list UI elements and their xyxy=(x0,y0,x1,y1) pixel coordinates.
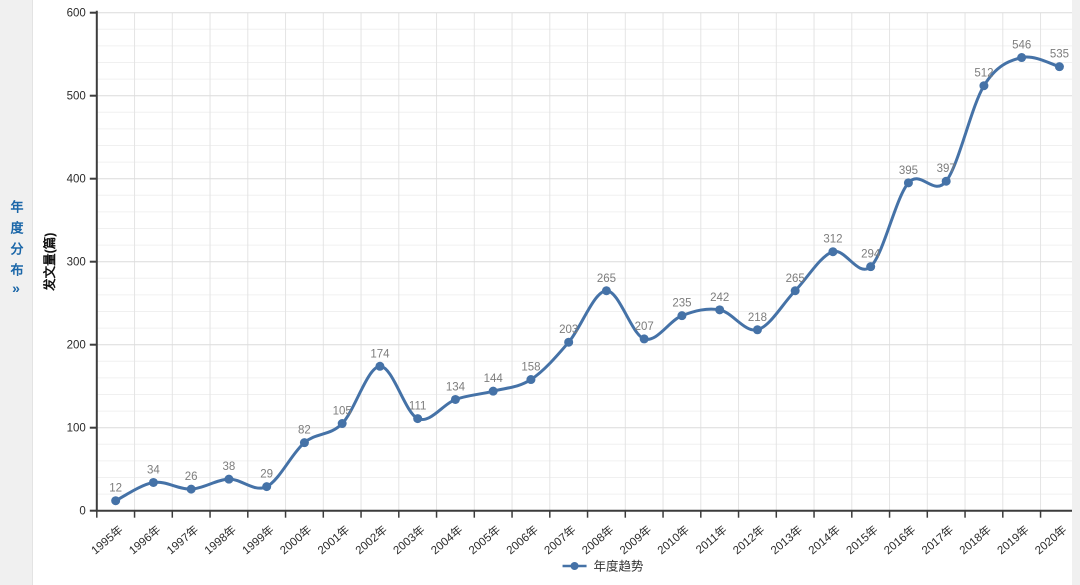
data-point-label: 82 xyxy=(298,425,311,437)
x-tick-label: 2018年 xyxy=(956,523,993,558)
data-point-label: 235 xyxy=(672,298,691,310)
x-tick-label: 2019年 xyxy=(994,523,1031,558)
data-point-label: 294 xyxy=(861,249,881,261)
data-point[interactable] xyxy=(1017,53,1027,63)
data-point-label: 29 xyxy=(260,469,273,481)
x-tick-label: 1995年 xyxy=(88,523,125,558)
data-point-label: 203 xyxy=(559,324,578,336)
x-tick-label: 2008年 xyxy=(579,523,616,558)
data-point-label: 265 xyxy=(786,273,805,285)
x-tick-label: 2013年 xyxy=(768,523,805,558)
data-point-label: 144 xyxy=(484,373,504,385)
legend-item-trend[interactable]: 年度趋势 xyxy=(562,559,645,574)
data-point[interactable] xyxy=(752,325,762,335)
y-tick-label: 200 xyxy=(67,340,86,352)
data-point[interactable] xyxy=(903,178,913,188)
data-point[interactable] xyxy=(979,81,989,91)
y-tick-label: 400 xyxy=(67,174,86,186)
legend-label: 年度趋势 xyxy=(594,559,645,574)
data-point[interactable] xyxy=(186,484,196,494)
data-point[interactable] xyxy=(488,386,498,396)
data-point[interactable] xyxy=(828,247,838,257)
right-rail xyxy=(1072,0,1080,585)
data-point-label: 105 xyxy=(333,406,352,418)
data-point[interactable] xyxy=(413,414,423,424)
x-tick-label: 2006年 xyxy=(503,523,540,558)
data-point-label: 395 xyxy=(899,165,918,177)
data-point[interactable] xyxy=(677,311,687,321)
legend-marker-icon xyxy=(570,562,579,570)
data-point-label: 546 xyxy=(1012,40,1031,52)
x-tick-label: 2010年 xyxy=(654,523,691,558)
x-tick-label: 2016年 xyxy=(881,523,918,558)
data-point-label: 535 xyxy=(1050,49,1069,61)
data-point[interactable] xyxy=(148,477,158,487)
data-point-label: 174 xyxy=(370,348,390,360)
y-tick-label: 500 xyxy=(67,91,86,103)
x-tick-label: 1996年 xyxy=(126,523,163,558)
data-point-label: 111 xyxy=(409,401,426,413)
x-tick-label: 2000年 xyxy=(277,523,314,558)
data-point[interactable] xyxy=(639,334,649,344)
x-tick-label: 2020年 xyxy=(1032,523,1069,558)
x-tick-label: 2001年 xyxy=(315,523,352,558)
data-point[interactable] xyxy=(1054,62,1064,72)
x-tick-label: 1998年 xyxy=(201,523,238,558)
x-tick-label: 2012年 xyxy=(730,523,767,558)
data-point-label: 512 xyxy=(974,68,993,80)
x-tick-label: 2005年 xyxy=(466,523,503,558)
data-point[interactable] xyxy=(601,286,611,296)
data-point-label: 26 xyxy=(185,471,198,483)
data-point-label: 158 xyxy=(521,362,540,374)
data-point-label: 12 xyxy=(109,483,122,495)
data-point[interactable] xyxy=(790,286,800,296)
data-point[interactable] xyxy=(262,482,272,492)
data-point[interactable] xyxy=(941,176,951,186)
x-tick-label: 2015年 xyxy=(843,523,880,558)
data-point-label: 207 xyxy=(635,321,654,333)
sidebar-title-year-distribution[interactable]: 年度分布 xyxy=(8,200,24,284)
x-tick-label: 2004年 xyxy=(428,523,465,558)
data-point[interactable] xyxy=(715,305,725,315)
expand-chevrons-icon[interactable]: » xyxy=(12,280,20,296)
data-point-label: 265 xyxy=(597,273,616,285)
data-point-label: 397 xyxy=(937,163,956,175)
data-point[interactable] xyxy=(450,394,460,404)
x-tick-label: 2011年 xyxy=(693,523,730,557)
y-tick-label: 100 xyxy=(67,423,86,435)
data-point[interactable] xyxy=(299,438,309,448)
x-tick-label: 2003年 xyxy=(390,523,427,558)
x-tick-label: 2009年 xyxy=(617,523,654,558)
data-point[interactable] xyxy=(337,419,347,429)
data-point-label: 38 xyxy=(223,461,236,473)
x-tick-label: 1999年 xyxy=(239,523,276,558)
sidebar: 年度分布 » xyxy=(0,0,33,585)
data-point-label: 242 xyxy=(710,292,729,304)
data-point[interactable] xyxy=(375,361,385,371)
data-point-label: 134 xyxy=(446,381,466,393)
x-tick-label: 1997年 xyxy=(164,523,201,558)
x-tick-label: 2017年 xyxy=(919,523,956,558)
data-point[interactable] xyxy=(224,474,234,484)
y-tick-label: 600 xyxy=(67,8,86,20)
x-tick-label: 2007年 xyxy=(541,523,578,558)
data-point[interactable] xyxy=(526,375,536,385)
data-point[interactable] xyxy=(111,496,121,506)
data-point[interactable] xyxy=(564,337,574,347)
data-point[interactable] xyxy=(866,262,876,272)
x-tick-label: 2014年 xyxy=(805,523,842,558)
data-point-label: 312 xyxy=(823,234,842,246)
data-point-label: 34 xyxy=(147,464,160,476)
y-axis-title: 发文量(篇) xyxy=(42,233,57,292)
data-point-label: 218 xyxy=(748,312,767,324)
y-tick-label: 0 xyxy=(79,506,85,518)
x-tick-label: 2002年 xyxy=(352,523,389,558)
y-tick-label: 300 xyxy=(67,257,86,269)
